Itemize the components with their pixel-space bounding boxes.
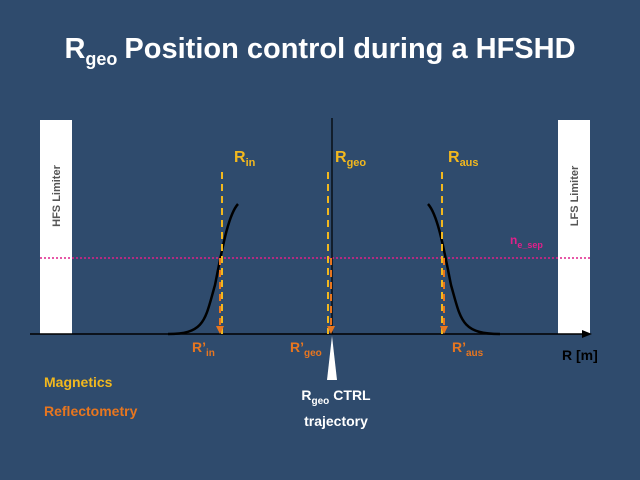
reflectometry-label-sub: geo <box>304 348 322 359</box>
legend-reflectometry: Reflectometry <box>44 403 138 419</box>
axis-label: R [m] <box>562 347 598 363</box>
magnetics-label: Rin <box>234 149 256 169</box>
reflectometry-label-main: R’ <box>452 339 466 355</box>
magnetics-label-sub: aus <box>460 157 479 169</box>
reflectometry-label-sub: in <box>206 348 215 359</box>
magnetics-label-sub: geo <box>347 157 367 169</box>
trajectory-line2: trajectory <box>304 413 368 429</box>
lfs-limiter-label: LFS Limiter <box>569 165 581 226</box>
trajectory-pointer <box>327 336 337 380</box>
density-profile-right <box>427 203 501 336</box>
hfs-limiter <box>40 120 72 334</box>
magnetics-label-sub: in <box>246 157 256 169</box>
magnetics-lines <box>221 172 443 334</box>
trajectory-main: R <box>301 387 311 403</box>
trajectory-sub: geo <box>312 396 330 407</box>
magnetics-label-main: R <box>234 149 246 166</box>
reflectometry-label: R’geo <box>290 339 322 359</box>
magnetics-label-main: R <box>448 149 460 166</box>
r-axis-arrow <box>582 330 592 338</box>
density-label-main: n <box>510 233 517 247</box>
magnetics-label-main: R <box>335 149 347 166</box>
reflectometry-label-main: R’ <box>290 339 304 355</box>
density-profile-left <box>167 203 239 336</box>
title-sub: geo <box>85 49 117 69</box>
lfs-limiter <box>558 120 590 334</box>
title-main: R <box>64 33 85 65</box>
arrowhead <box>440 326 448 334</box>
reflectometry-label-sub: aus <box>466 348 484 359</box>
title: Rgeo Position control during a HFSHD <box>64 33 575 69</box>
reflectometry-label-main: R’ <box>192 339 206 355</box>
legend-magnetics: Magnetics <box>44 374 113 390</box>
density-label-sub: e_sep <box>517 240 543 250</box>
magnetics-label: Raus <box>448 149 479 169</box>
arrowhead <box>216 326 224 334</box>
hfs-limiter-label: HFS Limiter <box>51 164 63 226</box>
reflectometry-arrowheads <box>216 326 448 334</box>
arrowhead <box>327 326 335 334</box>
trajectory-label: Rgeo CTRL <box>301 387 371 407</box>
trajectory-rest: CTRL <box>333 387 371 403</box>
reflectometry-label: R’in <box>192 339 215 359</box>
reflectometry-label: R’aus <box>452 339 484 359</box>
density-label: ne_sep <box>510 233 543 250</box>
magnetics-label: Rgeo <box>335 149 366 169</box>
title-rest: Position control during a HFSHD <box>124 33 575 65</box>
